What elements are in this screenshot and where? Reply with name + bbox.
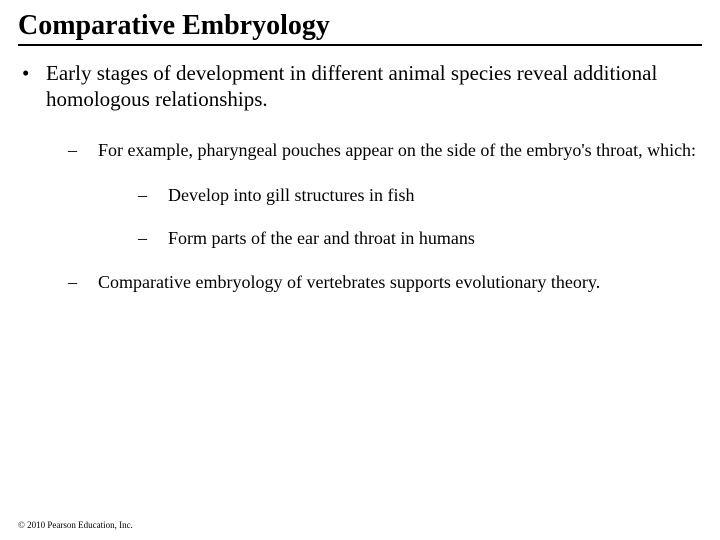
slide-title: Comparative Embryology <box>18 10 702 46</box>
bullet-text: Early stages of development in different… <box>46 60 702 113</box>
bullet-level3: – Form parts of the ear and throat in hu… <box>138 227 702 250</box>
bullet-level1: • Early stages of development in differe… <box>22 60 702 113</box>
bullet-text: Develop into gill structures in fish <box>168 184 702 207</box>
bullet-dash-icon: – <box>138 184 168 207</box>
copyright-text: © 2010 Pearson Education, Inc. <box>18 520 133 530</box>
bullet-dot-icon: • <box>22 60 46 113</box>
bullet-text: For example, pharyngeal pouches appear o… <box>98 139 702 162</box>
bullet-dash-icon: – <box>138 227 168 250</box>
bullet-text: Comparative embryology of vertebrates su… <box>98 271 702 294</box>
bullet-level3: – Develop into gill structures in fish <box>138 184 702 207</box>
bullet-level2: – For example, pharyngeal pouches appear… <box>68 139 702 162</box>
bullet-text: Form parts of the ear and throat in huma… <box>168 227 702 250</box>
slide-container: Comparative Embryology • Early stages of… <box>0 0 720 540</box>
bullet-level2: – Comparative embryology of vertebrates … <box>68 271 702 294</box>
bullet-dash-icon: – <box>68 271 98 294</box>
bullet-dash-icon: – <box>68 139 98 162</box>
